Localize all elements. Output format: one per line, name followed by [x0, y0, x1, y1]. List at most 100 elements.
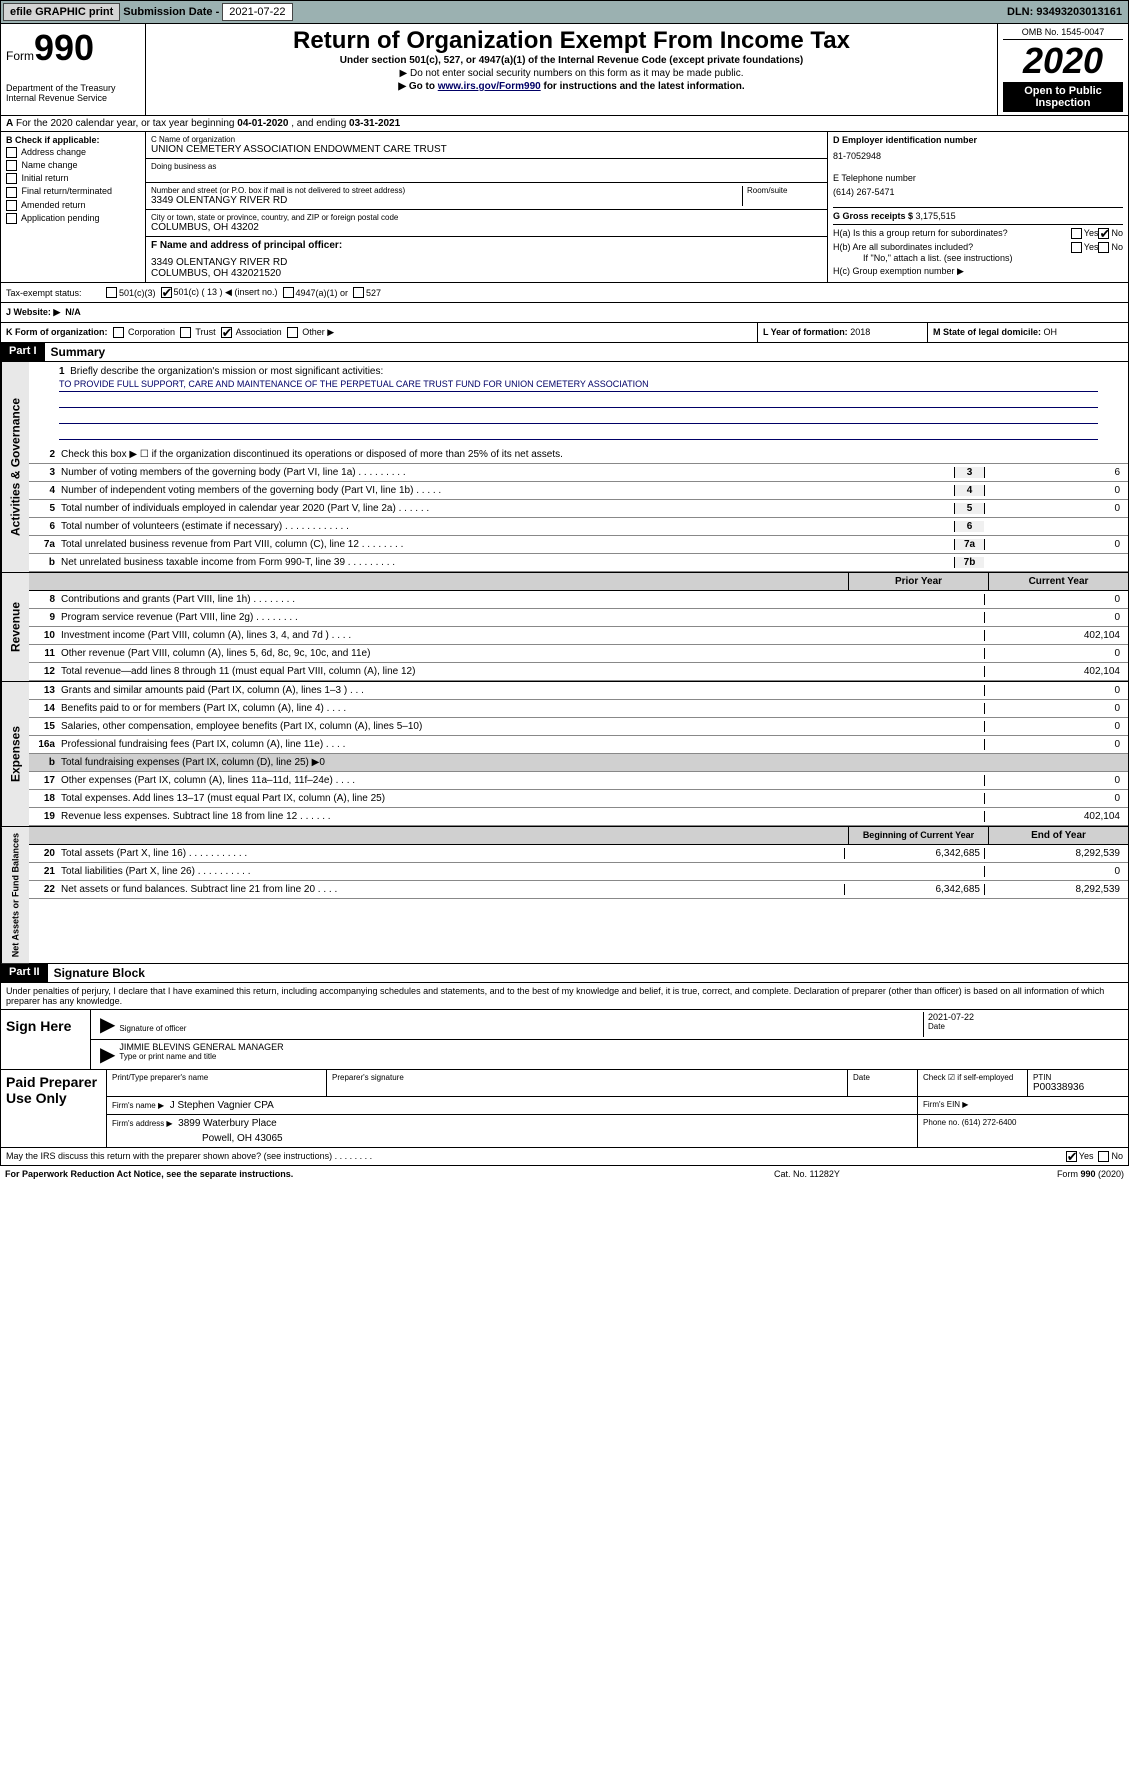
officer-name-label: Type or print name and title — [119, 1052, 1123, 1061]
data-line: 22Net assets or fund balances. Subtract … — [29, 881, 1128, 899]
side-label-governance: Activities & Governance — [1, 362, 29, 572]
address-label: Number and street (or P.O. box if mail i… — [151, 186, 742, 195]
hb-note: If "No," attach a list. (see instruction… — [863, 253, 1123, 263]
l-year-formation: L Year of formation: 2018 — [758, 323, 928, 342]
col-b-checkbox-item[interactable]: Initial return — [6, 173, 140, 184]
room-suite-label: Room/suite — [747, 186, 822, 195]
data-line: 9Program service revenue (Part VIII, lin… — [29, 609, 1128, 627]
tax-status-row: Tax-exempt status: 501(c)(3) 501(c) ( 13… — [0, 283, 1129, 303]
org-name-value: UNION CEMETERY ASSOCIATION ENDOWMENT CAR… — [151, 144, 822, 155]
part2-title: Signature Block — [48, 964, 151, 982]
k-corp-checkbox[interactable] — [113, 327, 124, 338]
activities-governance-section: Activities & Governance 1 Briefly descri… — [0, 362, 1129, 573]
k-other-checkbox[interactable] — [287, 327, 298, 338]
k-org-row: K Form of organization: Corporation Trus… — [0, 323, 1129, 343]
title-block: Return of Organization Exempt From Incom… — [146, 24, 998, 115]
footer-right: Form 990 (2020) — [974, 1169, 1124, 1179]
open-inspection-badge: Open to Public Inspection — [1003, 82, 1123, 112]
data-line: 20Total assets (Part X, line 16) . . . .… — [29, 845, 1128, 863]
efile-button[interactable]: efile GRAPHIC print — [3, 3, 120, 21]
footer-mid: Cat. No. 11282Y — [774, 1169, 974, 1179]
side-label-revenue: Revenue — [1, 573, 29, 681]
data-line: 8Contributions and grants (Part VIII, li… — [29, 591, 1128, 609]
firm-addr2-value: Powell, OH 43065 — [202, 1133, 912, 1144]
discuss-yes-checkbox[interactable] — [1066, 1151, 1077, 1162]
tel-value: (614) 267-5471 — [833, 187, 1123, 197]
data-line: 15Salaries, other compensation, employee… — [29, 718, 1128, 736]
hb-label: H(b) Are all subordinates included? — [833, 242, 1071, 253]
self-employed-label: Check ☑ if self-employed — [918, 1070, 1028, 1096]
data-line: bTotal fundraising expenses (Part IX, co… — [29, 754, 1128, 772]
sig-date-value: 2021-07-22 — [928, 1012, 1123, 1022]
summary-line: 2Check this box ▶ ☐ if the organization … — [29, 446, 1128, 464]
hb-yes-checkbox[interactable] — [1071, 242, 1082, 253]
col-b-label: B Check if applicable: — [6, 135, 140, 145]
side-label-net: Net Assets or Fund Balances — [1, 827, 29, 963]
side-label-expenses: Expenses — [1, 682, 29, 826]
main-title: Return of Organization Exempt From Incom… — [151, 27, 992, 55]
discuss-no-checkbox[interactable] — [1098, 1151, 1109, 1162]
form-number-block: Form990 Department of the TreasuryIntern… — [1, 24, 146, 115]
subtitle-2: ▶ Do not enter social security numbers o… — [151, 68, 992, 79]
arrow-icon: ▶ — [96, 1012, 119, 1037]
address-value: 3349 OLENTANGY RIVER RD — [151, 195, 742, 206]
subtitle-3: ▶ Go to www.irs.gov/Form990 for instruct… — [151, 81, 992, 92]
form-word: Form — [6, 49, 34, 63]
part2-header: Part II Signature Block — [0, 964, 1129, 983]
prior-year-hdr: Prior Year — [848, 573, 988, 590]
k-assoc-checkbox[interactable] — [221, 327, 232, 338]
summary-line: 4Number of independent voting members of… — [29, 482, 1128, 500]
ha-no-checkbox[interactable] — [1098, 228, 1109, 239]
arrow-icon: ▶ — [96, 1042, 119, 1067]
prep-name-label: Print/Type preparer's name — [112, 1073, 321, 1082]
summary-line: 3Number of voting members of the governi… — [29, 464, 1128, 482]
paid-preparer-block: Paid Preparer Use Only Print/Type prepar… — [1, 1069, 1128, 1147]
year-block: OMB No. 1545-0047 2020 Open to Public In… — [998, 24, 1128, 115]
col-b-checkbox-item[interactable]: Name change — [6, 160, 140, 171]
fiscal-year-row: A For the 2020 calendar year, or tax yea… — [0, 116, 1129, 132]
col-b-checkbox-item[interactable]: Amended return — [6, 200, 140, 211]
data-line: 18Total expenses. Add lines 13–17 (must … — [29, 790, 1128, 808]
submission-label: Submission Date - — [123, 6, 219, 18]
501c-checkbox[interactable] — [161, 287, 172, 298]
summary-line: 7aTotal unrelated business revenue from … — [29, 536, 1128, 554]
subtitle-1: Under section 501(c), 527, or 4947(a)(1)… — [151, 55, 992, 66]
col-b-checkbox-item[interactable]: Application pending — [6, 213, 140, 224]
discuss-row: May the IRS discuss this return with the… — [0, 1148, 1129, 1166]
footer-row: For Paperwork Reduction Act Notice, see … — [0, 1166, 1129, 1182]
tel-label: E Telephone number — [833, 173, 1123, 183]
col-b-checkboxes: B Check if applicable: Address change Na… — [1, 132, 146, 282]
data-line: 11Other revenue (Part VIII, column (A), … — [29, 645, 1128, 663]
501c3-checkbox[interactable] — [106, 287, 117, 298]
sig-officer-label: Signature of officer — [119, 1024, 923, 1033]
top-bar: efile GRAPHIC print Submission Date - 20… — [0, 0, 1129, 24]
ha-yes-checkbox[interactable] — [1071, 228, 1082, 239]
ha-label: H(a) Is this a group return for subordin… — [833, 228, 1071, 239]
part1-header: Part I Summary — [0, 343, 1129, 362]
sig-date-label: Date — [928, 1022, 1123, 1031]
col-b-checkbox-item[interactable]: Final return/terminated — [6, 186, 140, 197]
hb-no-checkbox[interactable] — [1098, 242, 1109, 253]
revenue-section: Revenue Prior Year Current Year 8Contrib… — [0, 573, 1129, 682]
part2-badge: Part II — [1, 964, 48, 982]
dln-label: DLN: 93493203013161 — [1007, 6, 1122, 18]
tax-year: 2020 — [1003, 40, 1123, 82]
dba-label: Doing business as — [151, 162, 822, 171]
irs-link[interactable]: www.irs.gov/Form990 — [438, 81, 541, 92]
k-trust-checkbox[interactable] — [180, 327, 191, 338]
hc-label: H(c) Group exemption number ▶ — [833, 266, 1123, 277]
part1-title: Summary — [45, 343, 112, 361]
summary-line: 6Total number of volunteers (estimate if… — [29, 518, 1128, 536]
discuss-text: May the IRS discuss this return with the… — [6, 1151, 1066, 1162]
sign-here-label: Sign Here — [1, 1010, 91, 1069]
527-checkbox[interactable] — [353, 287, 364, 298]
data-line: 17Other expenses (Part IX, column (A), l… — [29, 772, 1128, 790]
submission-date: 2021-07-22 — [222, 3, 292, 21]
end-year-hdr: End of Year — [988, 827, 1128, 844]
gross-label: G Gross receipts $ — [833, 211, 916, 221]
firm-addr-value: 3899 Waterbury Place — [178, 1118, 277, 1129]
ptin-value: P00338936 — [1033, 1082, 1123, 1093]
k-form-org: K Form of organization: Corporation Trus… — [1, 323, 758, 342]
col-b-checkbox-item[interactable]: Address change — [6, 147, 140, 158]
4947-checkbox[interactable] — [283, 287, 294, 298]
